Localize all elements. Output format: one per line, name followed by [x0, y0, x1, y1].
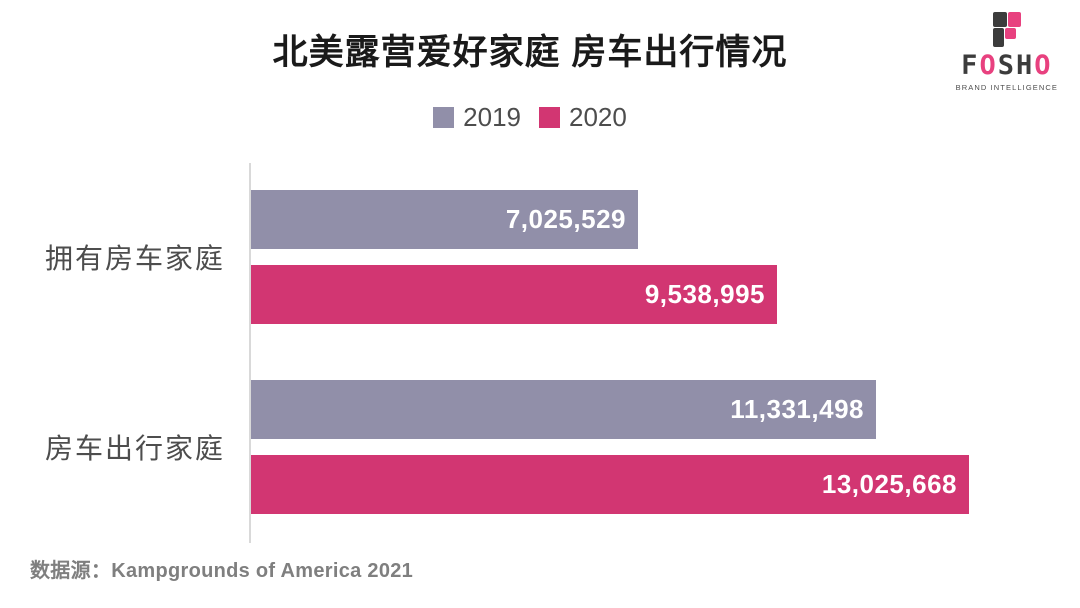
logo-letter: F — [961, 50, 980, 81]
legend: 2019 2020 — [0, 104, 1060, 130]
logo-pixel — [992, 12, 1007, 27]
logo-letter: H — [1015, 50, 1035, 81]
logo-letter: O — [1034, 50, 1053, 81]
legend-swatch-icon — [539, 106, 560, 128]
fosho-logo-subtitle: BRAND INTELLIGENCE — [955, 83, 1058, 92]
logo-letter: S — [997, 50, 1016, 81]
axis-line — [249, 163, 251, 543]
bar-2019: 7,025,529 — [251, 190, 638, 249]
bar-value-label: 9,538,995 — [644, 279, 765, 309]
bar-2020: 9,538,995 — [251, 265, 777, 324]
chart-title: 北美露营爱好家庭 房车出行情况 — [272, 33, 788, 72]
bar-group: 房车出行家庭 11,331,498 13,025,668 — [45, 380, 969, 514]
legend-swatch-icon — [433, 106, 455, 128]
bar-value-label: 7,025,529 — [505, 204, 626, 234]
plot-area: 拥有房车家庭 7,025,529 9,538,995 房车出行家庭 11,331,498… — [45, 163, 969, 514]
bar-2020: 13,025,668 — [251, 455, 969, 514]
category-label: 房车出行家庭 — [44, 433, 225, 464]
source-note: 数据源：Kampgrounds of America 2021 — [30, 560, 414, 582]
category-label: 拥有房车家庭 — [44, 243, 225, 274]
legend-item-2019: 2019 — [433, 104, 521, 130]
legend-label: 2020 — [569, 102, 627, 132]
bar-group: 拥有房车家庭 7,025,529 9,538,995 — [45, 190, 969, 324]
logo-pixel — [992, 28, 1004, 47]
logo-letter: O — [979, 50, 998, 81]
bar-chart: 拥有房车家庭 7,025,529 9,538,995 房车出行家庭 11,331,498… — [45, 163, 1049, 543]
bar-value-label: 11,331,498 — [730, 394, 864, 424]
bar-value-label: 13,025,668 — [821, 469, 957, 499]
fosho-logo-wordmark: FOSHO — [961, 52, 1052, 79]
legend-item-2020: 2020 — [539, 104, 627, 130]
legend-label: 2019 — [463, 102, 521, 132]
logo-pixel — [1004, 28, 1016, 39]
fosho-logo: FOSHO BRAND INTELLIGENCE — [956, 12, 1058, 92]
bar-2019: 11,331,498 — [251, 380, 876, 439]
logo-pixel — [1007, 12, 1021, 27]
fosho-logo-icon — [992, 12, 1021, 47]
